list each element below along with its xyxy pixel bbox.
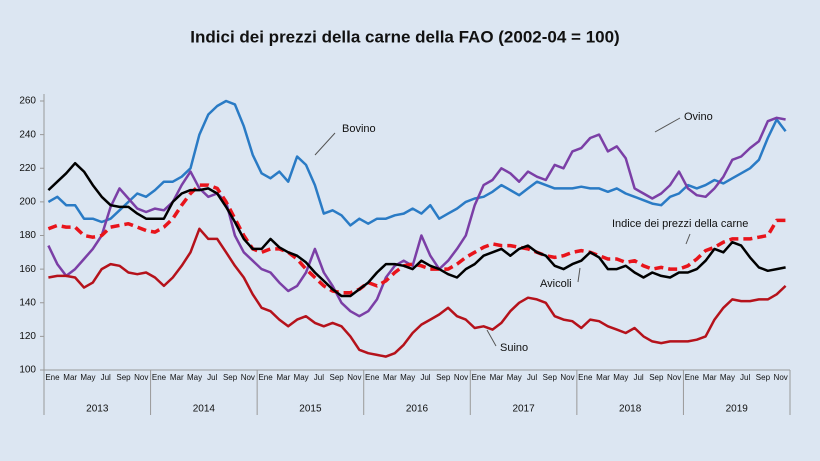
x-tick-label: Jul bbox=[101, 373, 111, 382]
x-tick-label: May bbox=[720, 373, 735, 382]
series-line bbox=[47, 99, 787, 227]
year-label: 2018 bbox=[619, 404, 642, 415]
year-label: 2013 bbox=[86, 404, 109, 415]
year-label: 2014 bbox=[193, 404, 216, 415]
series-line bbox=[48, 227, 787, 358]
leader-line bbox=[577, 267, 581, 283]
series-label: Avicoli bbox=[540, 278, 572, 290]
x-tick-label: Mar bbox=[383, 373, 397, 382]
x-tick-label: Nov bbox=[454, 373, 468, 382]
chart-title: Indici dei prezzi della carne della FAO … bbox=[190, 27, 619, 46]
x-tick-label: Sep bbox=[223, 373, 238, 382]
x-tick-label: Ene bbox=[258, 373, 273, 382]
x-tick-label: Nov bbox=[347, 373, 361, 382]
x-tick-label: May bbox=[294, 373, 309, 382]
x-tick-label: May bbox=[613, 373, 628, 382]
x-tick-label: Sep bbox=[543, 373, 558, 382]
y-tick-label: 120 bbox=[19, 331, 36, 342]
year-label: 2019 bbox=[726, 404, 749, 415]
x-tick-label: Ene bbox=[365, 373, 380, 382]
y-tick-label: 220 bbox=[19, 163, 36, 174]
x-tick-label: Ene bbox=[152, 373, 167, 382]
leader-line bbox=[654, 117, 681, 133]
x-tick-label: Jul bbox=[207, 373, 217, 382]
series-line bbox=[47, 161, 786, 298]
x-tick-label: Sep bbox=[756, 373, 771, 382]
y-tick-label: 260 bbox=[19, 96, 36, 107]
x-tick-label: Mar bbox=[596, 373, 610, 382]
x-tick-label: Mar bbox=[490, 373, 504, 382]
leader-line bbox=[486, 329, 497, 347]
year-label: 2017 bbox=[512, 404, 535, 415]
x-tick-label: Jul bbox=[740, 373, 750, 382]
y-tick-label: 100 bbox=[19, 365, 36, 376]
x-tick-label: Jul bbox=[633, 373, 643, 382]
x-tick-label: Ene bbox=[578, 373, 593, 382]
y-tick-label: 200 bbox=[19, 197, 36, 208]
y-tick-label: 160 bbox=[19, 264, 36, 275]
x-tick-label: May bbox=[507, 373, 522, 382]
series-label: Indice dei prezzi della carne bbox=[612, 218, 748, 230]
x-tick-label: Nov bbox=[667, 373, 681, 382]
x-tick-label: May bbox=[80, 373, 95, 382]
leader-line bbox=[314, 132, 336, 156]
x-tick-label: Nov bbox=[241, 373, 255, 382]
x-tick-label: Sep bbox=[649, 373, 664, 382]
x-tick-label: Sep bbox=[436, 373, 451, 382]
x-tick-label: Ene bbox=[45, 373, 60, 382]
leader-line bbox=[685, 233, 691, 245]
x-tick-label: Jul bbox=[527, 373, 537, 382]
x-tick-label: Mar bbox=[703, 373, 717, 382]
series-line bbox=[47, 183, 786, 295]
x-tick-label: Nov bbox=[774, 373, 788, 382]
x-tick-label: Jul bbox=[420, 373, 430, 382]
x-tick-label: Jul bbox=[314, 373, 324, 382]
year-label: 2015 bbox=[299, 404, 322, 415]
x-tick-label: Sep bbox=[116, 373, 131, 382]
x-tick-label: Sep bbox=[330, 373, 345, 382]
y-tick-label: 140 bbox=[19, 297, 36, 308]
x-tick-label: May bbox=[187, 373, 202, 382]
year-label: 2016 bbox=[406, 404, 429, 415]
series-label: Ovino bbox=[684, 111, 713, 123]
x-tick-label: May bbox=[400, 373, 415, 382]
series-label: Bovino bbox=[342, 123, 376, 135]
series-label: Suino bbox=[500, 342, 528, 354]
x-tick-label: Ene bbox=[685, 373, 700, 382]
x-tick-label: Nov bbox=[134, 373, 148, 382]
y-tick-label: 180 bbox=[19, 230, 36, 241]
x-tick-label: Mar bbox=[276, 373, 290, 382]
x-tick-label: Ene bbox=[472, 373, 487, 382]
x-tick-label: Mar bbox=[170, 373, 184, 382]
y-tick-label: 240 bbox=[19, 129, 36, 140]
x-tick-label: Nov bbox=[560, 373, 574, 382]
x-tick-label: Mar bbox=[63, 373, 77, 382]
